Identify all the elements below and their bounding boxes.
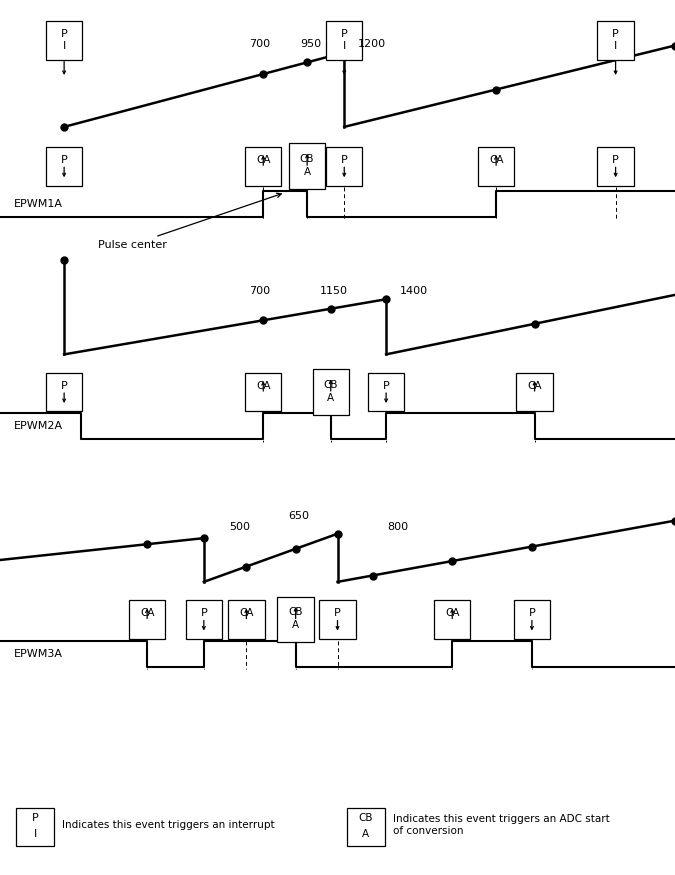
Text: 800: 800: [387, 522, 408, 532]
Text: CB: CB: [358, 813, 373, 823]
Text: 500: 500: [229, 522, 250, 532]
Text: 950: 950: [300, 38, 321, 49]
FancyBboxPatch shape: [46, 21, 82, 60]
FancyBboxPatch shape: [313, 369, 349, 415]
Text: 700: 700: [249, 285, 271, 296]
Text: P: P: [61, 155, 68, 165]
Text: CB: CB: [323, 380, 338, 389]
Text: Pulse center: Pulse center: [98, 193, 281, 249]
FancyBboxPatch shape: [277, 597, 314, 642]
Text: 1400: 1400: [400, 285, 428, 296]
Text: A: A: [327, 393, 334, 402]
FancyBboxPatch shape: [129, 600, 165, 639]
FancyBboxPatch shape: [478, 147, 514, 186]
FancyBboxPatch shape: [228, 600, 265, 639]
FancyBboxPatch shape: [597, 147, 634, 186]
Text: I: I: [34, 829, 36, 839]
FancyBboxPatch shape: [16, 808, 54, 846]
Text: EPWM1A: EPWM1A: [14, 199, 63, 209]
Text: P: P: [529, 608, 535, 619]
FancyBboxPatch shape: [516, 373, 553, 411]
Text: 1150: 1150: [320, 285, 348, 296]
Text: I: I: [343, 41, 346, 52]
Text: 1200: 1200: [358, 38, 386, 49]
Text: CA: CA: [256, 381, 271, 391]
Text: P: P: [32, 813, 38, 823]
FancyBboxPatch shape: [326, 147, 362, 186]
FancyBboxPatch shape: [245, 147, 281, 186]
Text: A: A: [292, 620, 299, 630]
Text: EPWM2A: EPWM2A: [14, 421, 63, 431]
FancyBboxPatch shape: [347, 808, 385, 846]
Text: P: P: [341, 29, 348, 39]
Text: 650: 650: [288, 511, 310, 522]
Text: P: P: [383, 381, 389, 391]
Text: P: P: [200, 608, 207, 619]
Text: P: P: [61, 381, 68, 391]
Text: EPWM3A: EPWM3A: [14, 648, 63, 659]
Text: 700: 700: [249, 38, 271, 49]
Text: P: P: [612, 155, 619, 165]
FancyBboxPatch shape: [186, 600, 222, 639]
FancyBboxPatch shape: [326, 21, 362, 60]
Text: I: I: [63, 41, 65, 52]
Text: P: P: [334, 608, 341, 619]
Text: P: P: [612, 29, 619, 39]
FancyBboxPatch shape: [514, 600, 550, 639]
FancyBboxPatch shape: [597, 21, 634, 60]
FancyBboxPatch shape: [319, 600, 356, 639]
Text: CA: CA: [239, 608, 254, 619]
Text: CA: CA: [140, 608, 155, 619]
Text: CA: CA: [445, 608, 460, 619]
FancyBboxPatch shape: [46, 147, 82, 186]
Text: A: A: [304, 167, 310, 177]
Text: CA: CA: [527, 381, 542, 391]
Text: CB: CB: [288, 607, 303, 617]
Text: P: P: [61, 29, 68, 39]
Text: P: P: [341, 155, 348, 165]
Text: CA: CA: [256, 155, 271, 165]
FancyBboxPatch shape: [434, 600, 470, 639]
FancyBboxPatch shape: [289, 144, 325, 189]
Text: CA: CA: [489, 155, 504, 165]
Text: A: A: [362, 829, 369, 839]
Text: I: I: [614, 41, 617, 52]
Text: Indicates this event triggers an interrupt: Indicates this event triggers an interru…: [62, 820, 275, 830]
Text: CB: CB: [300, 154, 315, 164]
FancyBboxPatch shape: [245, 373, 281, 411]
FancyBboxPatch shape: [46, 373, 82, 411]
Text: Indicates this event triggers an ADC start
of conversion: Indicates this event triggers an ADC sta…: [393, 815, 610, 836]
FancyBboxPatch shape: [368, 373, 404, 411]
